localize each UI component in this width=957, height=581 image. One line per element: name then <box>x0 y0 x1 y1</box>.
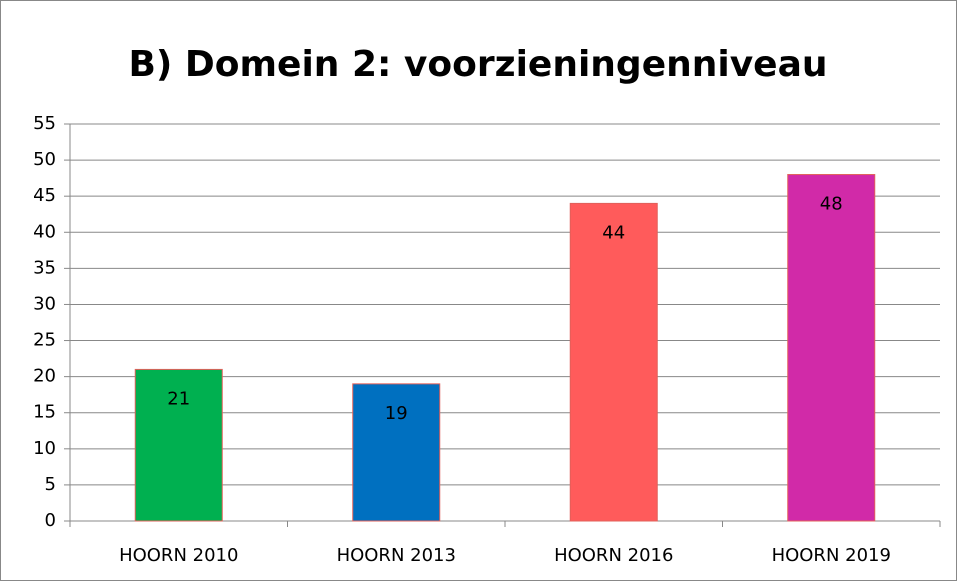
x-tick-label: HOORN 2010 <box>119 545 238 566</box>
data-label: 19 <box>385 403 408 424</box>
y-tick-label: 35 <box>33 257 56 278</box>
bar <box>352 383 441 522</box>
data-label: 44 <box>602 222 625 243</box>
y-tick-label: 50 <box>33 149 56 170</box>
data-label: 21 <box>167 388 190 409</box>
chart-title: B) Domein 2: voorzieningenniveau <box>128 44 827 85</box>
x-tick-label: HOORN 2013 <box>337 545 456 566</box>
bar <box>569 202 658 522</box>
y-tick-label: 55 <box>33 113 56 134</box>
y-tick-label: 10 <box>33 438 56 459</box>
y-tick-label: 45 <box>33 185 56 206</box>
x-tick-label: HOORN 2019 <box>772 545 891 566</box>
y-tick-label: 15 <box>33 402 56 423</box>
y-tick-label: 0 <box>45 510 56 531</box>
data-label: 48 <box>820 194 843 215</box>
y-tick-label: 25 <box>33 330 56 351</box>
y-tick-label: 40 <box>33 221 56 242</box>
bar <box>787 174 876 522</box>
y-tick-label: 5 <box>45 474 56 495</box>
y-tick-label: 30 <box>33 293 56 314</box>
y-tick-label: 20 <box>33 366 56 387</box>
x-tick-label: HOORN 2016 <box>554 545 673 566</box>
bar <box>134 368 223 522</box>
